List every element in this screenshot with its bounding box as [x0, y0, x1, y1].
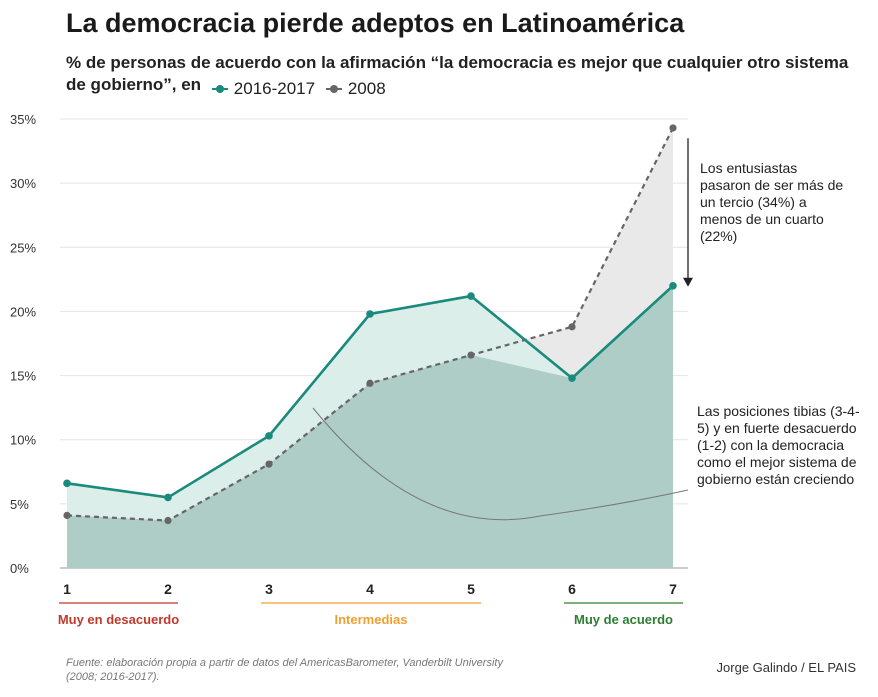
chart-title: La democracia pierde adeptos en Latinoam… [66, 8, 685, 38]
point-2016-2017 [265, 432, 273, 440]
legend-2008: 2008 [324, 78, 386, 100]
point-2016-2017 [467, 292, 475, 300]
legend-marker-2016-icon [211, 85, 228, 93]
y-tick-label: 10% [10, 433, 36, 448]
point-2008 [467, 351, 475, 359]
y-tick-label: 5% [10, 497, 29, 512]
annotation-posiciones-tibias: Las posiciones tibias (3-4-5) y en fuert… [697, 403, 860, 487]
point-2008 [164, 516, 172, 525]
legend-label-2016: 2016-2017 [233, 79, 316, 98]
point-2008 [366, 379, 374, 387]
source-note: Fuente: elaboración propia a partir de d… [66, 657, 503, 683]
y-tick-label: 0% [10, 561, 29, 576]
y-tick-label: 15% [10, 369, 36, 384]
subtitle-text: % de personas de acuerdo con la afirmaci… [66, 53, 849, 94]
point-2008 [568, 323, 576, 331]
x-tick-label: 2 [164, 581, 172, 597]
legend-label-2008: 2008 [347, 79, 386, 98]
point-2016-2017 [164, 493, 172, 502]
point-2016-2017 [568, 374, 576, 382]
chart-subtitle: % de personas de acuerdo con la afirmaci… [66, 52, 866, 100]
area-overlap [67, 285, 673, 568]
y-tick-label: 25% [10, 240, 36, 255]
group-label: Intermedias [335, 612, 408, 627]
point-2008 [63, 511, 71, 520]
y-tick-label: 35% [10, 112, 36, 127]
point-2016-2017 [63, 479, 71, 488]
group-label: Muy en desacuerdo [58, 612, 179, 627]
credit: Jorge Galindo / EL PAIS [716, 660, 856, 675]
y-tick-label: 20% [10, 304, 36, 319]
legend-marker-2008-icon [325, 85, 342, 93]
x-tick-label: 6 [568, 581, 576, 597]
annotation-arc [312, 407, 689, 521]
legend-2016-2017: 2016-2017 [210, 78, 315, 100]
y-tick-label: 30% [10, 176, 36, 191]
x-tick-label: 4 [366, 581, 374, 597]
annotation-entusiastas: Los entusiastas pasaron de ser más de un… [700, 160, 844, 244]
x-tick-label: 7 [669, 581, 677, 597]
point-2016-2017 [669, 281, 677, 290]
point-2008 [669, 124, 677, 132]
x-tick-label: 1 [63, 581, 71, 597]
group-label: Muy de acuerdo [574, 612, 673, 627]
x-tick-label: 3 [265, 581, 273, 597]
point-2008 [265, 460, 273, 468]
x-tick-label: 5 [467, 581, 475, 597]
point-2016-2017 [366, 310, 374, 318]
annotation-arrow-head-icon [683, 277, 693, 287]
